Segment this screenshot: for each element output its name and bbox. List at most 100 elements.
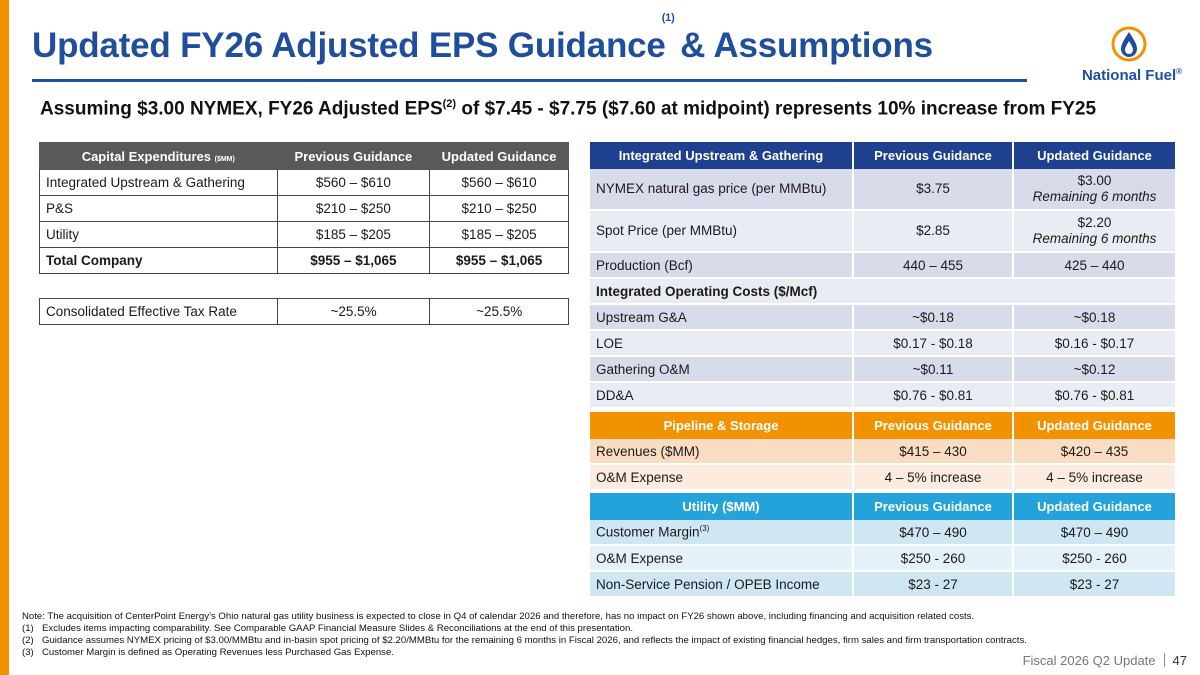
prev-value: $955 – $1,065 xyxy=(276,247,431,274)
footnote-main: Note: The acquisition of CenterPoint Ene… xyxy=(22,611,975,622)
upstream-header-row: Integrated Upstream & Gathering Previous… xyxy=(590,142,1177,169)
table-row: Gathering O&M ~$0.11 ~$0.12 xyxy=(590,357,1177,383)
updated-value: 425 – 440 xyxy=(1014,253,1177,279)
footer-label: Fiscal 2026 Q2 Update xyxy=(1022,653,1156,668)
utility-header-label: Utility ($MM) xyxy=(590,493,854,520)
updated-value: ~$0.12 xyxy=(1014,357,1177,383)
updated-value: ~25.5% xyxy=(429,298,569,325)
prev-value: $415 – 430 xyxy=(854,439,1014,465)
table-row: DD&A $0.76 - $0.81 $0.76 - $0.81 xyxy=(590,383,1177,409)
updated-value: ~$0.18 xyxy=(1014,305,1177,331)
pipeline-header-prev: Previous Guidance xyxy=(854,412,1014,439)
table-row: O&M Expense $250 - 260 $250 - 260 xyxy=(590,546,1177,572)
row-label: Upstream G&A xyxy=(590,305,854,331)
updated-value: $210 – $250 xyxy=(429,195,569,222)
prev-value: ~$0.11 xyxy=(854,357,1014,383)
updated-value: $3.00 Remaining 6 months xyxy=(1014,169,1177,211)
table-row: Non-Service Pension / OPEB Income $23 - … xyxy=(590,572,1177,598)
prev-value: $23 - 27 xyxy=(854,572,1014,598)
table-row: LOE $0.17 - $0.18 $0.16 - $0.17 xyxy=(590,331,1177,357)
table-row: Spot Price (per MMBtu) $2.85 $2.20 Remain… xyxy=(590,211,1177,253)
row-label: Customer Margin(3) xyxy=(590,520,854,546)
left-accent-bar xyxy=(0,0,9,675)
section-label: Integrated Operating Costs ($/Mcf) xyxy=(590,279,1177,305)
pipeline-header-row: Pipeline & Storage Previous Guidance Upd… xyxy=(590,412,1177,439)
table-row: Customer Margin(3) $470 – 490 $470 – 490 xyxy=(590,520,1177,546)
capex-table: Capital Expenditures ($MM) Previous Guid… xyxy=(39,142,569,274)
row-label: Spot Price (per MMBtu) xyxy=(590,211,854,253)
prev-value: 440 – 455 xyxy=(854,253,1014,279)
row-label: Production (Bcf) xyxy=(590,253,854,279)
prev-value: ~$0.18 xyxy=(854,305,1014,331)
prev-value: $3.75 xyxy=(854,169,1014,211)
table-row: P&S $210 – $250 $210 – $250 xyxy=(39,195,569,222)
logo-wordmark: National Fuel® xyxy=(1081,67,1183,84)
footnote-item: (3) Customer Margin is defined as Operati… xyxy=(22,647,394,658)
company-logo: National Fuel® xyxy=(1076,26,1188,88)
table-row: Integrated Upstream & Gathering $560 – $… xyxy=(39,169,569,196)
prev-value: $0.76 - $0.81 xyxy=(854,383,1014,409)
row-label: Total Company xyxy=(39,247,278,274)
table-row: Consolidated Effective Tax Rate ~25.5% ~… xyxy=(39,298,569,325)
updated-value: 4 – 5% increase xyxy=(1014,465,1177,491)
footer-divider xyxy=(1163,653,1165,667)
pipeline-header-label: Pipeline & Storage xyxy=(590,412,854,439)
updated-value: $0.76 - $0.81 xyxy=(1014,383,1177,409)
updated-value: $2.20 Remaining 6 months xyxy=(1014,211,1177,253)
row-label: Non-Service Pension / OPEB Income xyxy=(590,572,854,598)
row-label: Consolidated Effective Tax Rate xyxy=(39,298,278,325)
row-label: O&M Expense xyxy=(590,465,854,491)
row-label: Gathering O&M xyxy=(590,357,854,383)
prev-value: $470 – 490 xyxy=(854,520,1014,546)
prev-value: $560 – $610 xyxy=(276,169,431,196)
row-label: NYMEX natural gas price (per MMBtu) xyxy=(590,169,854,211)
title-underline xyxy=(32,79,1027,82)
updated-value: $250 - 260 xyxy=(1014,546,1177,572)
footnotes: Note: The acquisition of CenterPoint Ene… xyxy=(22,611,1032,659)
updated-value: $420 – 435 xyxy=(1014,439,1177,465)
row-label: DD&A xyxy=(590,383,854,409)
prev-value: $0.17 - $0.18 xyxy=(854,331,1014,357)
table-row: Utility $185 – $205 $185 – $205 xyxy=(39,221,569,248)
flame-drop-icon xyxy=(1111,26,1147,62)
footnote-item: (1) Excludes items impacting comparabilit… xyxy=(22,623,634,634)
utility-header-prev: Previous Guidance xyxy=(854,493,1014,520)
row-label: Revenues ($MM) xyxy=(590,439,854,465)
table-row: Revenues ($MM) $415 – 430 $420 – 435 xyxy=(590,439,1177,465)
prev-value: 4 – 5% increase xyxy=(854,465,1014,491)
prev-value: $2.85 xyxy=(854,211,1014,253)
updated-value: $560 – $610 xyxy=(429,169,569,196)
prev-value: $250 - 260 xyxy=(854,546,1014,572)
prev-value: ~25.5% xyxy=(276,298,431,325)
utility-header-upd: Updated Guidance xyxy=(1014,493,1177,520)
row-label: O&M Expense xyxy=(590,546,854,572)
utility-header-row: Utility ($MM) Previous Guidance Updated … xyxy=(590,493,1177,520)
capex-header-upd: Updated Guidance xyxy=(429,142,569,170)
eps-guidance-subtitle: Assuming $3.00 NYMEX, FY26 Adjusted EPS(… xyxy=(40,98,1097,120)
page-number: 47 xyxy=(1172,653,1187,668)
updated-value: $185 – $205 xyxy=(429,221,569,248)
capex-header-row: Capital Expenditures ($MM) Previous Guid… xyxy=(39,142,569,170)
slide-footer: Fiscal 2026 Q2 Update 47 xyxy=(1023,653,1187,668)
prev-value: $210 – $250 xyxy=(276,195,431,222)
pipeline-storage-table: Pipeline & Storage Previous Guidance Upd… xyxy=(590,412,1177,491)
updated-value: $470 – 490 xyxy=(1014,520,1177,546)
upstream-header-upd: Updated Guidance xyxy=(1014,142,1177,169)
table-row: Upstream G&A ~$0.18 ~$0.18 xyxy=(590,305,1177,331)
capex-header-label: Capital Expenditures ($MM) xyxy=(39,142,278,170)
row-label: Utility xyxy=(39,221,278,248)
row-label: LOE xyxy=(590,331,854,357)
capex-header-prev: Previous Guidance xyxy=(276,142,431,170)
capex-total-row: Total Company $955 – $1,065 $955 – $1,06… xyxy=(39,247,569,274)
upstream-header-label: Integrated Upstream & Gathering xyxy=(590,142,854,169)
page-title: Updated FY26 Adjusted EPS Guidance(1) & … xyxy=(32,12,933,65)
pipeline-header-upd: Updated Guidance xyxy=(1014,412,1177,439)
row-label: P&S xyxy=(39,195,278,222)
row-label: Integrated Upstream & Gathering xyxy=(39,169,278,196)
tax-rate-table: Consolidated Effective Tax Rate ~25.5% ~… xyxy=(39,298,569,325)
table-row: O&M Expense 4 – 5% increase 4 – 5% incre… xyxy=(590,465,1177,491)
footnote-item: (2) Guidance assumes NYMEX pricing of $3.… xyxy=(22,635,1027,646)
upstream-header-prev: Previous Guidance xyxy=(854,142,1014,169)
operating-costs-section-row: Integrated Operating Costs ($/Mcf) xyxy=(590,279,1177,305)
updated-value: $0.16 - $0.17 xyxy=(1014,331,1177,357)
